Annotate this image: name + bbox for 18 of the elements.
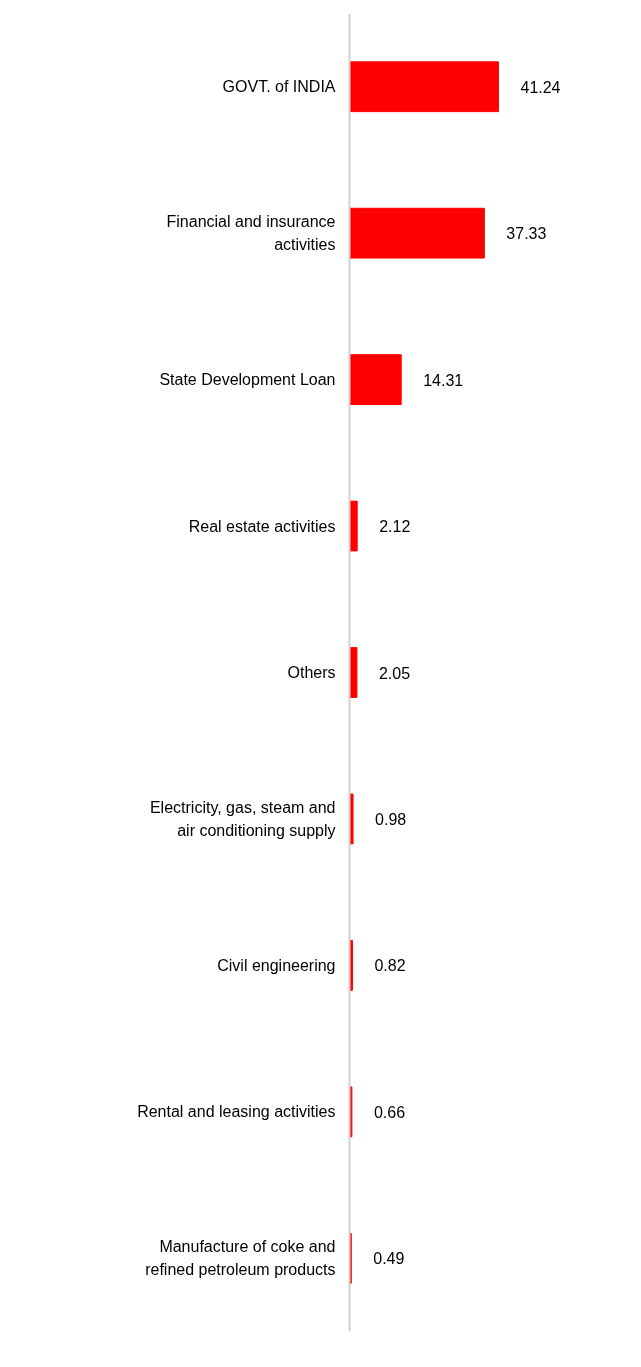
- y-tick-label: State Development Loan: [159, 371, 336, 389]
- data-label: 0.49: [373, 1250, 405, 1268]
- y-tick-label: Electricity, gas, steam and air conditioning supply: [149, 798, 336, 839]
- data-label: 37.33: [506, 225, 547, 243]
- y-tick-label: Others: [287, 664, 336, 681]
- y-tick-label: Civil engineering: [217, 956, 336, 974]
- y-tick-label: Real estate activities: [188, 517, 336, 535]
- data-label: 2.05: [378, 664, 411, 682]
- y-tick-label: GOVT. of INDIA: [222, 78, 336, 96]
- data-label: 14.31: [423, 371, 464, 389]
- y-tick-label: Financial and insurance activities: [166, 213, 336, 254]
- data-label: 2.12: [379, 518, 411, 536]
- data-label: 0.66: [373, 1103, 406, 1121]
- y-tick-label: Manufacture of coke and refined petroleum products: [145, 1238, 336, 1279]
- data-label: 41.24: [520, 78, 561, 96]
- data-label: 0.98: [375, 810, 407, 828]
- data-label: 0.82: [374, 957, 406, 975]
- y-tick-label: Rental and leasing activities: [137, 1103, 336, 1121]
